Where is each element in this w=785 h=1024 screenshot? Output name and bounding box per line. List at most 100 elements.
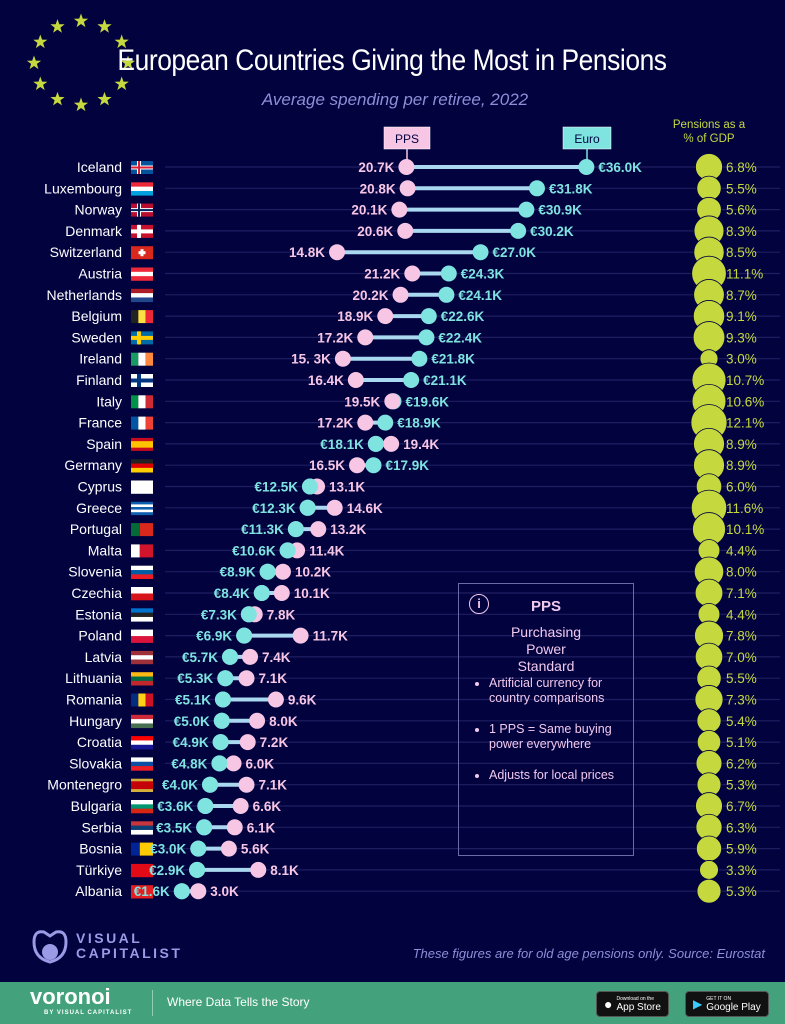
brand-logo-icon bbox=[32, 930, 68, 964]
flag-stripe bbox=[131, 587, 153, 594]
brand-text: CAPITALIST bbox=[76, 945, 183, 961]
flag-cross bbox=[131, 336, 153, 339]
legend-pps-label: PPS bbox=[395, 132, 419, 146]
app-store-button[interactable]: ● Download on the App Store bbox=[596, 991, 669, 1017]
euro-value-label: €3.0K bbox=[150, 842, 186, 857]
country-label: Ireland bbox=[79, 351, 122, 367]
pps-value-label: 18.9K bbox=[337, 309, 373, 324]
eu-star-icon bbox=[114, 76, 129, 91]
pps-value-label: 20.8K bbox=[360, 181, 396, 196]
google-play-button[interactable]: ▶ GET IT ON Google Play bbox=[685, 991, 769, 1017]
google-play-small: GET IT ON bbox=[706, 995, 732, 1002]
pps-dot bbox=[273, 585, 290, 601]
euro-value-label: €8.4K bbox=[214, 586, 250, 601]
euro-value-label: €18.1K bbox=[320, 437, 364, 452]
euro-value-label: €12.3K bbox=[252, 501, 296, 516]
eu-star-icon bbox=[73, 97, 89, 112]
country-label: France bbox=[78, 415, 122, 431]
euro-dot bbox=[438, 286, 455, 303]
flag-stripe bbox=[131, 650, 153, 656]
country-label: Albania bbox=[75, 883, 122, 899]
euro-dot bbox=[510, 222, 527, 239]
flag-stripe bbox=[131, 512, 153, 516]
flag-stripe bbox=[131, 459, 153, 464]
gdp-bubble bbox=[695, 835, 723, 862]
euro-dot bbox=[240, 606, 257, 623]
flag-cross bbox=[131, 230, 153, 233]
flag-stripe bbox=[131, 672, 153, 677]
visual-capitalist-logo: VISUAL CAPITALIST bbox=[30, 928, 182, 964]
flag-stripe bbox=[138, 395, 146, 409]
row-czechia: Czechia €8.4K 10.1K 7.1% bbox=[71, 578, 780, 608]
pps-value-label: 6.1K bbox=[247, 820, 276, 835]
euro-dot bbox=[302, 478, 318, 495]
flag-stripe bbox=[131, 789, 153, 792]
pps-value-label: 16.4K bbox=[308, 373, 344, 388]
pps-dot bbox=[357, 414, 374, 431]
footer: voronoi BY VISUAL CAPITALIST Where Data T… bbox=[0, 982, 785, 1024]
pps-value-label: 16.5K bbox=[309, 458, 345, 473]
euro-dot bbox=[196, 819, 213, 836]
row-hungary: Hungary €5.0K 8.0K 5.4% bbox=[69, 708, 780, 734]
flag-stripe bbox=[131, 680, 153, 686]
gdp-value-label: 10.6% bbox=[726, 394, 764, 409]
euro-dot bbox=[365, 457, 382, 474]
euro-value-label: €21.1K bbox=[423, 373, 467, 388]
euro-value-label: €11.3K bbox=[241, 522, 284, 537]
flag-stripe bbox=[138, 352, 146, 366]
country-label: Croatia bbox=[77, 734, 122, 750]
flag-stripe bbox=[131, 297, 153, 303]
gdp-value-label: 6.2% bbox=[726, 756, 757, 771]
gdp-value-label: 6.8% bbox=[726, 160, 757, 175]
country-label: Poland bbox=[78, 628, 122, 644]
gdp-value-label: 12.1% bbox=[726, 416, 764, 431]
eu-star-icon bbox=[120, 55, 136, 70]
flag-stripe bbox=[131, 714, 153, 720]
euro-dot bbox=[236, 627, 253, 644]
pps-dot bbox=[329, 244, 346, 261]
gdp-value-label: 6.0% bbox=[726, 480, 757, 495]
country-label: Romania bbox=[66, 692, 122, 708]
flag-stripe bbox=[131, 190, 153, 196]
flag-stripe bbox=[145, 416, 153, 430]
info-bullet: Adjusts for local prices bbox=[489, 768, 629, 783]
flag-stripe bbox=[131, 593, 153, 601]
gdp-value-label: 7.1% bbox=[726, 586, 757, 601]
flag-cross bbox=[131, 166, 153, 169]
gdp-value-label: 5.3% bbox=[726, 778, 757, 793]
row-estonia: Estonia €7.3K 7.8K 4.4% bbox=[75, 602, 780, 626]
flag-stripe bbox=[131, 288, 153, 294]
pps-dot bbox=[249, 712, 266, 729]
pps-dot bbox=[232, 798, 249, 814]
flag-stripe bbox=[131, 501, 153, 505]
google-play-label: Google Play bbox=[706, 1001, 761, 1013]
gdp-value-label: 5.5% bbox=[726, 671, 757, 686]
voronoi-logo[interactable]: voronoi BY VISUAL CAPITALIST bbox=[30, 984, 132, 1017]
euro-dot bbox=[528, 180, 545, 197]
gdp-value-label: 10.1% bbox=[726, 522, 764, 537]
flag-stripe bbox=[131, 766, 153, 771]
row-croatia: Croatia €4.9K 7.2K 5.1% bbox=[77, 729, 780, 755]
euro-dot bbox=[420, 308, 437, 325]
flag-stripe bbox=[145, 352, 153, 366]
pps-value-label: 21.2K bbox=[364, 267, 400, 282]
pps-value-label: 7.1K bbox=[258, 671, 287, 686]
gdp-legend-label: % of GDP bbox=[683, 133, 734, 145]
pps-value-label: 13.1K bbox=[329, 480, 365, 495]
flag-stripe bbox=[131, 616, 153, 622]
pps-dot bbox=[399, 180, 416, 197]
row-bulgaria: Bulgaria €3.6K 6.6K 6.7% bbox=[71, 792, 780, 820]
flag-stripe bbox=[131, 829, 153, 835]
row-serbia: Serbia €3.5K 6.1K 6.3% bbox=[82, 813, 780, 841]
pps-value-label: 7.1K bbox=[258, 778, 287, 793]
pps-value-label: 15. 3K bbox=[291, 352, 331, 367]
country-label: Iceland bbox=[77, 159, 122, 175]
voronoi-logo-sub: BY VISUAL CAPITALIST bbox=[44, 1010, 133, 1016]
country-label: Switzerland bbox=[50, 244, 122, 260]
row-netherlands: Netherlands 20.2K €24.1K 8.7% bbox=[47, 279, 780, 311]
pps-value-label: 11.4K bbox=[309, 543, 345, 558]
flag-stripe bbox=[131, 885, 153, 899]
row-italy: Italy 19.5K €19.6K 10.6% bbox=[96, 383, 780, 419]
flag-stripe bbox=[131, 267, 153, 273]
euro-dot bbox=[217, 670, 234, 687]
